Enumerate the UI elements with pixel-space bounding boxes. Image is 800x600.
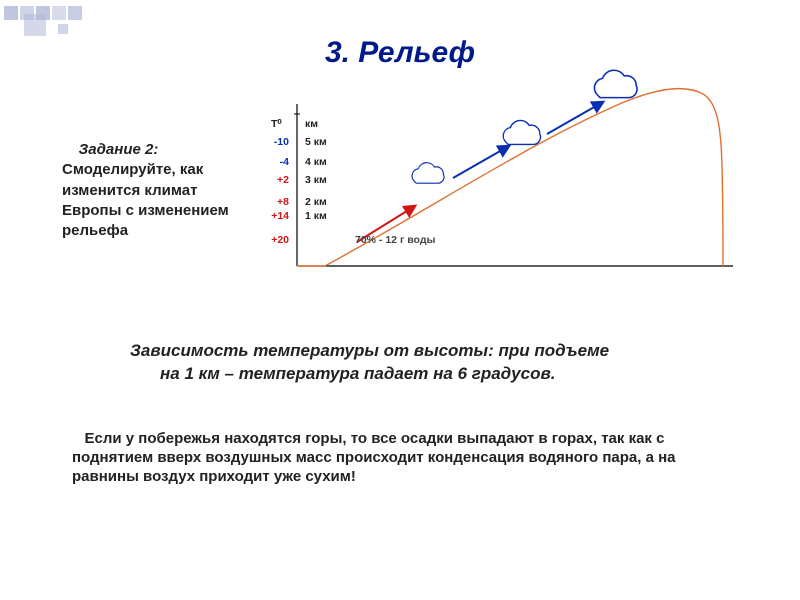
bottom-paragraph: Если у побережья находятся горы, то все … xyxy=(72,430,722,486)
mountain-diagram: T⁰ км 70% - 12 г воды -105 км-44 км+23 к… xyxy=(265,66,755,306)
diagram-svg xyxy=(265,66,755,306)
caption: Зависимость температуры от высоты: при п… xyxy=(130,340,710,386)
km-label-3: 2 км xyxy=(305,196,327,208)
task-block: Задание 2: Смоделируйте, как изменится к… xyxy=(62,140,242,241)
task-lead: Задание 2 xyxy=(62,141,153,158)
km-label-0: 5 км xyxy=(305,136,327,148)
caption-line2: на 1 км – температура падает на 6 градус… xyxy=(130,363,555,386)
axis-label-km: км xyxy=(305,118,318,130)
humidity-note: 70% - 12 г воды xyxy=(355,234,435,246)
km-label-2: 3 км xyxy=(305,174,327,186)
bottom-text: Если у побережья находятся горы, то все … xyxy=(72,430,676,485)
temp-label-2: +2 xyxy=(259,174,289,186)
temp-label-0: -10 xyxy=(259,136,289,148)
km-label-4: 1 км xyxy=(305,210,327,222)
temp-label-4: +14 xyxy=(259,210,289,222)
page-title: 3. Рельеф xyxy=(0,36,800,70)
temp-label-5: +20 xyxy=(259,234,289,246)
temp-label-1: -4 xyxy=(259,156,289,168)
km-label-1: 4 км xyxy=(305,156,327,168)
caption-line1: Зависимость температуры от высоты: при п… xyxy=(130,341,609,360)
task-body: Смоделируйте, как изменится климат Европ… xyxy=(62,161,229,239)
temp-label-3: +8 xyxy=(259,196,289,208)
task-colon: : xyxy=(153,141,158,158)
axis-label-T: T⁰ xyxy=(271,118,282,130)
